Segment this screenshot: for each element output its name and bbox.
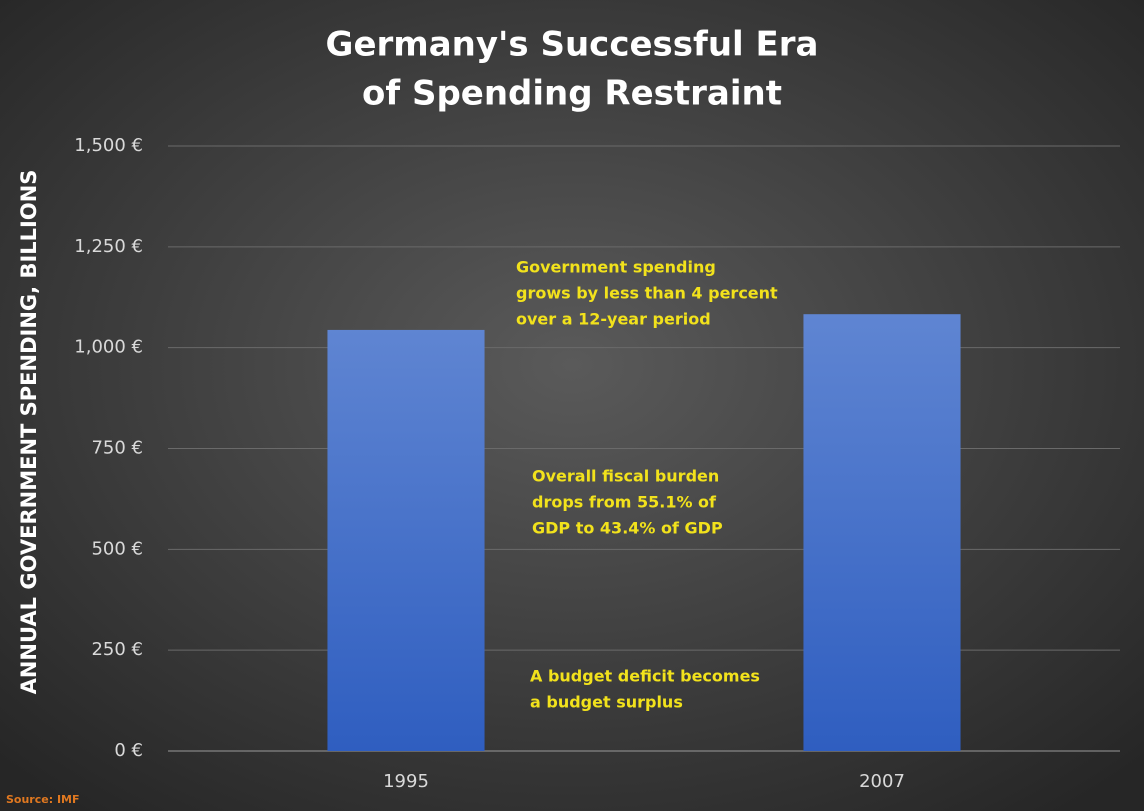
y-tick-label: 250 € (91, 639, 143, 660)
annotation: drops from 55.1% of (532, 493, 717, 512)
y-tick-label: 500 € (91, 538, 143, 559)
chart-title: of Spending Restraint (362, 74, 782, 114)
annotation: Government spending (516, 258, 716, 277)
y-tick-label: 1,000 € (74, 337, 143, 358)
y-axis-label: ANNUAL GOVERNMENT SPENDING, BILLIONS (17, 170, 41, 695)
y-tick-label: 0 € (114, 740, 143, 761)
x-tick-label: 2007 (859, 771, 905, 792)
annotation: GDP to 43.4% of GDP (532, 519, 723, 538)
annotation: a budget surplus (530, 693, 683, 712)
annotation: over a 12-year period (516, 310, 711, 329)
y-tick-label: 1,250 € (74, 236, 143, 257)
y-tick-label: 750 € (91, 438, 143, 459)
annotation: Overall fiscal burden (532, 467, 719, 486)
annotation: A budget deficit becomes (530, 667, 760, 686)
bar (327, 329, 485, 751)
y-tick-label: 1,500 € (74, 135, 143, 156)
x-tick-label: 1995 (383, 771, 429, 792)
bar (803, 314, 961, 751)
annotation: grows by less than 4 percent (516, 284, 778, 303)
source: Source: IMF (6, 793, 80, 806)
chart-title: Germany's Successful Era (326, 25, 819, 65)
